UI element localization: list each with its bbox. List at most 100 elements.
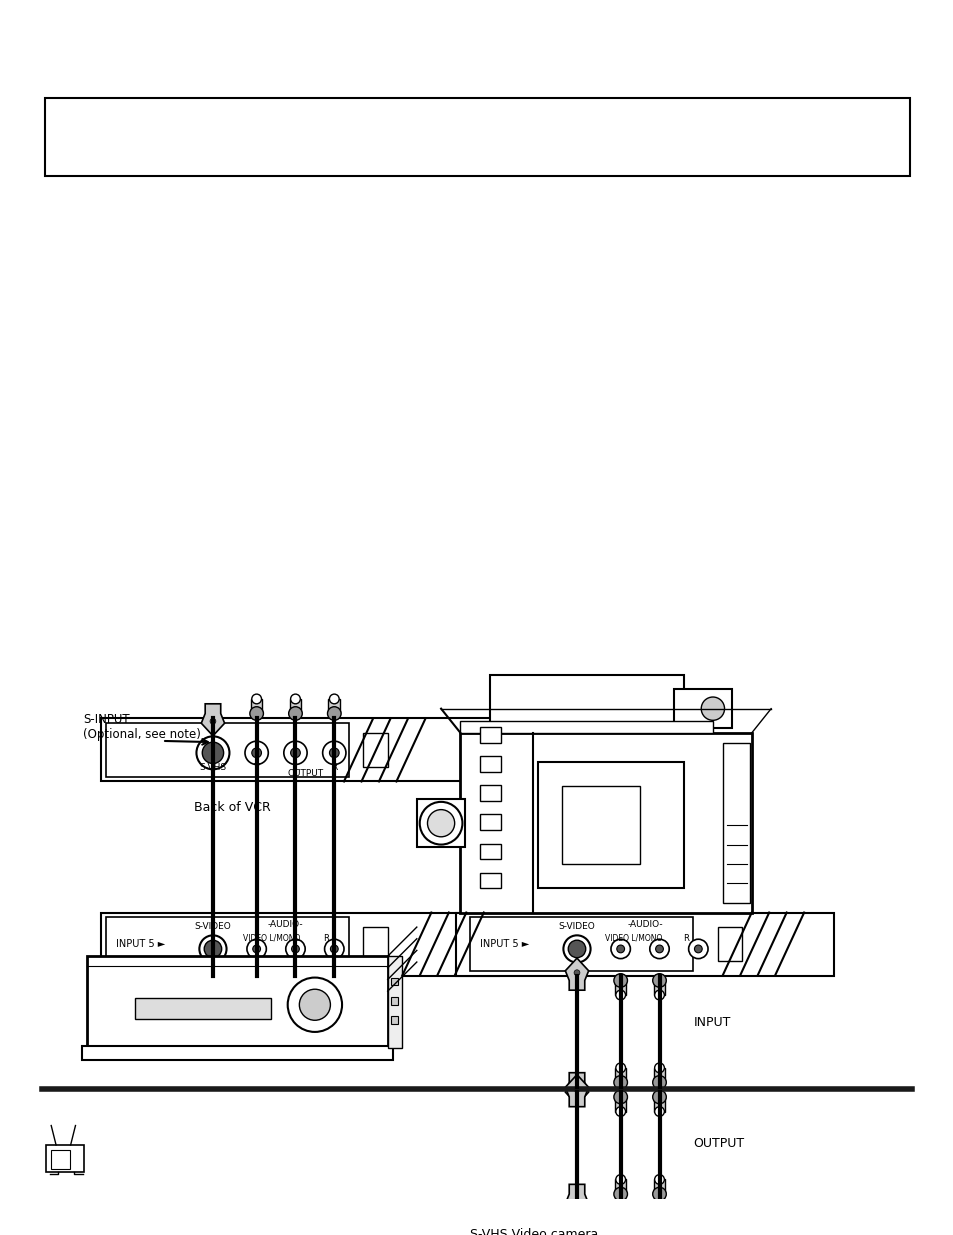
Circle shape xyxy=(204,940,221,957)
Circle shape xyxy=(330,945,337,953)
Polygon shape xyxy=(565,958,588,990)
Text: R: R xyxy=(682,934,688,942)
Polygon shape xyxy=(565,1184,588,1216)
Bar xyxy=(47,1145,84,1172)
Bar xyxy=(562,787,639,864)
Circle shape xyxy=(210,719,215,724)
Bar xyxy=(251,981,262,995)
Bar xyxy=(479,785,500,800)
Bar xyxy=(87,956,387,1049)
Circle shape xyxy=(291,990,300,1000)
Bar xyxy=(456,913,833,976)
Bar xyxy=(416,799,465,847)
Circle shape xyxy=(292,945,299,953)
Bar xyxy=(479,873,500,888)
Text: VIDEO L/MONO: VIDEO L/MONO xyxy=(604,934,661,942)
Text: S-INPUT
(Optional, see note): S-INPUT (Optional, see note) xyxy=(83,714,201,741)
Text: -AUDIO-: -AUDIO- xyxy=(626,920,662,929)
Circle shape xyxy=(250,706,263,720)
Bar xyxy=(479,844,500,860)
Circle shape xyxy=(563,935,590,962)
Circle shape xyxy=(694,945,701,953)
Circle shape xyxy=(613,973,627,987)
Circle shape xyxy=(616,990,625,1000)
Text: L: L xyxy=(293,763,297,772)
Bar xyxy=(363,732,387,767)
Bar xyxy=(489,674,683,732)
Circle shape xyxy=(286,940,305,958)
Circle shape xyxy=(427,810,455,837)
Bar xyxy=(251,699,262,714)
Circle shape xyxy=(574,1199,579,1204)
Circle shape xyxy=(252,990,261,1000)
Circle shape xyxy=(289,973,302,987)
Bar xyxy=(290,981,301,995)
Text: S-VIDEO: S-VIDEO xyxy=(558,923,595,931)
Circle shape xyxy=(284,741,307,764)
Circle shape xyxy=(574,1087,579,1092)
Bar xyxy=(390,1016,398,1024)
Bar xyxy=(470,918,693,971)
Bar xyxy=(614,981,626,995)
Bar xyxy=(674,689,732,729)
Bar xyxy=(614,1068,626,1082)
Circle shape xyxy=(329,748,339,758)
Text: R: R xyxy=(331,763,337,772)
Circle shape xyxy=(329,990,339,1000)
Bar xyxy=(653,1068,664,1082)
Circle shape xyxy=(250,973,263,987)
Circle shape xyxy=(654,1174,663,1184)
Bar xyxy=(106,724,349,777)
Circle shape xyxy=(247,940,266,958)
Bar xyxy=(460,732,751,913)
Circle shape xyxy=(574,1087,579,1093)
Bar xyxy=(387,956,402,1049)
Circle shape xyxy=(327,973,341,987)
Bar xyxy=(460,721,712,732)
Circle shape xyxy=(568,940,585,957)
Bar xyxy=(717,927,741,961)
Circle shape xyxy=(322,741,346,764)
Circle shape xyxy=(245,741,268,764)
Text: -AUDIO-: -AUDIO- xyxy=(268,920,303,929)
Text: INPUT 5 ►: INPUT 5 ► xyxy=(479,939,529,948)
Bar xyxy=(653,1097,664,1112)
Bar xyxy=(653,981,664,995)
Circle shape xyxy=(616,1107,625,1116)
Bar xyxy=(290,699,301,714)
Circle shape xyxy=(327,706,341,720)
Circle shape xyxy=(654,1107,663,1116)
Polygon shape xyxy=(201,958,224,990)
Circle shape xyxy=(649,940,668,958)
Circle shape xyxy=(289,706,302,720)
Circle shape xyxy=(616,1063,625,1073)
Circle shape xyxy=(210,969,215,976)
Bar xyxy=(101,913,498,976)
Circle shape xyxy=(610,940,630,958)
Text: S-VHS: S-VHS xyxy=(199,763,226,772)
Bar xyxy=(106,918,349,971)
Circle shape xyxy=(329,694,339,704)
Circle shape xyxy=(617,945,624,953)
Circle shape xyxy=(252,694,261,704)
Text: OUTPUT: OUTPUT xyxy=(287,768,323,778)
Text: S-VHS Video camera: S-VHS Video camera xyxy=(470,1228,598,1235)
Bar xyxy=(390,997,398,1005)
Circle shape xyxy=(291,694,300,704)
Circle shape xyxy=(253,945,260,953)
Bar xyxy=(390,978,398,986)
Circle shape xyxy=(288,978,342,1032)
Bar xyxy=(479,814,500,830)
Bar xyxy=(51,1150,70,1170)
Text: OUTPUT: OUTPUT xyxy=(693,1137,744,1150)
Polygon shape xyxy=(565,1074,588,1107)
Text: S-VIDEO: S-VIDEO xyxy=(194,923,231,931)
Circle shape xyxy=(654,990,663,1000)
Polygon shape xyxy=(565,1073,588,1105)
Circle shape xyxy=(613,1187,627,1200)
Circle shape xyxy=(654,1063,663,1073)
Circle shape xyxy=(652,1076,665,1089)
Circle shape xyxy=(199,935,226,962)
Circle shape xyxy=(652,973,665,987)
Circle shape xyxy=(613,1091,627,1104)
